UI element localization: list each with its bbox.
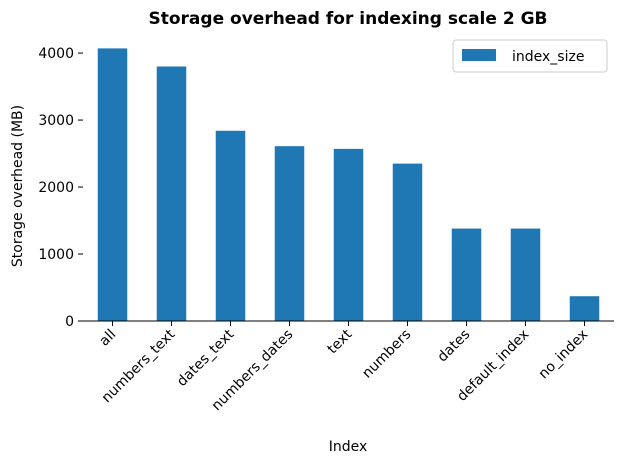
- legend-frame: [452, 39, 608, 73]
- bar-dates: [451, 228, 482, 321]
- y-tick-label: 0: [65, 314, 74, 330]
- x-tick-label: dates_text: [174, 326, 238, 390]
- x-tick-label: no_index: [536, 327, 592, 383]
- bar-all: [97, 48, 128, 322]
- legend-label: index_size: [512, 49, 584, 65]
- bar-default_index: [510, 228, 541, 321]
- bar-text: [333, 148, 364, 321]
- bars-group: [97, 48, 600, 322]
- y-axis: 0 1000 2000 3000 4000: [38, 46, 83, 330]
- y-tick-label: 3000: [38, 113, 74, 129]
- bar-numbers: [392, 163, 423, 321]
- x-axis-title: Index: [329, 439, 368, 455]
- bar-dates_text: [215, 130, 246, 321]
- chart-title: Storage overhead for indexing scale 2 GB: [149, 9, 548, 29]
- y-tick-label: 4000: [38, 46, 74, 62]
- x-tick-label: numbers: [359, 327, 414, 382]
- x-tick-label: dates: [435, 327, 474, 366]
- bar-numbers_text: [156, 66, 187, 321]
- y-tick-label: 1000: [38, 247, 74, 263]
- x-tick-label: all: [96, 327, 119, 350]
- legend-swatch: [462, 49, 496, 61]
- x-tick-label: text: [324, 326, 355, 357]
- y-axis-title: Storage overhead (MB): [10, 105, 26, 267]
- bar-no_index: [569, 296, 600, 321]
- bar-numbers_dates: [274, 146, 305, 321]
- legend: index_size: [452, 39, 608, 73]
- y-tick-label: 2000: [38, 180, 74, 196]
